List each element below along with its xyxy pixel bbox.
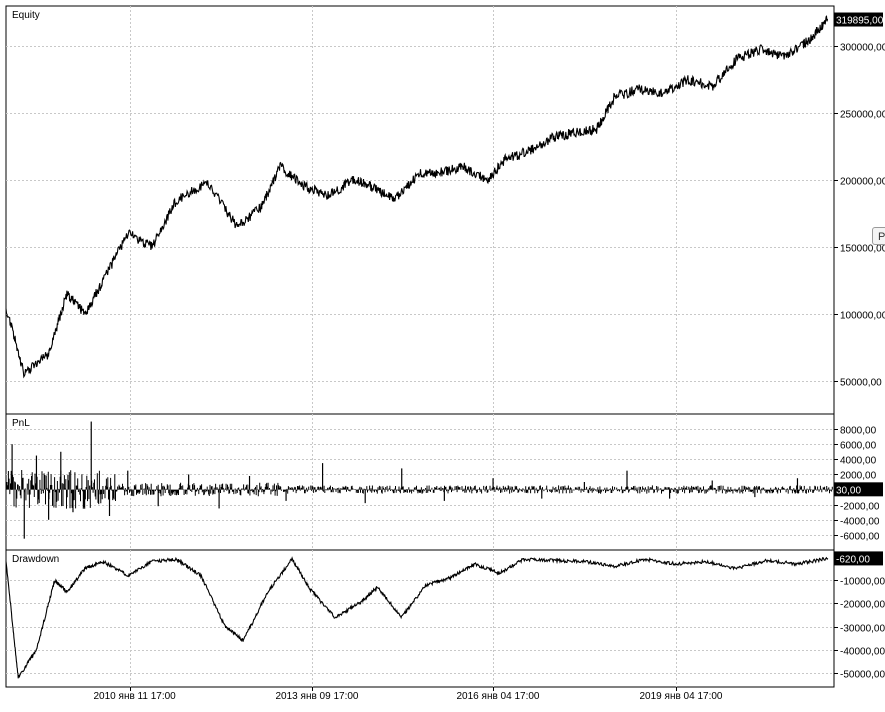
x-tick-label: 2010 янв 11 17:00 (94, 691, 177, 702)
equity-panel: 50000,00 100000,00 150000,00 200000,00 25000… (5, 5, 885, 415)
equity-y-tick-label: 300000,00 (840, 43, 885, 54)
pnl-y-tick-label: 4000,00 (840, 456, 877, 467)
pnl-y-tick-label: 2000,00 (840, 471, 877, 482)
x-tick-label: 2013 янв 09 17:00 (276, 691, 359, 702)
drawdown-title: Drawdown (12, 554, 59, 565)
pnl-y-tick-label: -4000,00 (840, 517, 880, 528)
equity-title: Equity (12, 10, 40, 21)
equity-y-tick-label: 200000,00 (840, 177, 885, 188)
equity-y-tick-label: 100000,00 (840, 311, 885, 322)
pnl-y-tick-label: -6000,00 (840, 532, 880, 543)
pnl-last-value-label: 30,00 (836, 485, 861, 496)
equity-frame (5, 5, 835, 415)
x-tick-label: 2019 янв 04 17:00 (640, 691, 723, 702)
drawdown-y-tick-label: -20000,00 (840, 600, 885, 611)
drawdown-y-tick-label: -10000,00 (840, 577, 885, 588)
equity-y-tick-label: 250000,00 (840, 110, 885, 121)
equity-last-value-marker (834, 12, 883, 27)
drawdown-last-value-marker (834, 551, 883, 566)
drawdown-panel: -50000,00 -40000,00 -30000,00 -20000,00 -100… (5, 549, 885, 688)
drawdown-y-tick-label: -50000,00 (840, 670, 885, 681)
drawdown-last-value-label: -620,00 (836, 554, 870, 565)
pnl-y-tick-label: -2000,00 (840, 502, 880, 513)
equity-y-tick-label: 150000,00 (840, 244, 885, 255)
drawdown-y-tick-label: -40000,00 (840, 647, 885, 658)
drawdown-y-tick-label: -30000,00 (840, 624, 885, 635)
pnl-panel: -6000,00 -4000,00 -2000,00 2000,00 4000,00 60… (5, 413, 883, 551)
equity-last-value-label: 319895,00 (836, 16, 884, 27)
pnl-frame (5, 413, 835, 551)
equity-y-tick-label: 50000,00 (840, 378, 882, 389)
equity-series-line (5, 15, 829, 379)
x-tick-label: 2016 янв 04 17:00 (457, 691, 540, 702)
drawdown-frame (5, 549, 835, 688)
side-tab-button[interactable]: P (872, 227, 885, 245)
drawdown-series-line (5, 556, 829, 679)
x-axis: 2010 янв 11 17:00 2013 янв 09 17:00 2016 я… (94, 687, 723, 702)
pnl-noise (6, 470, 833, 509)
pnl-last-value-marker (834, 482, 883, 497)
pnl-y-tick-label: 6000,00 (840, 441, 877, 452)
pnl-title: PnL (12, 418, 30, 429)
pnl-y-tick-label: 8000,00 (840, 426, 877, 437)
